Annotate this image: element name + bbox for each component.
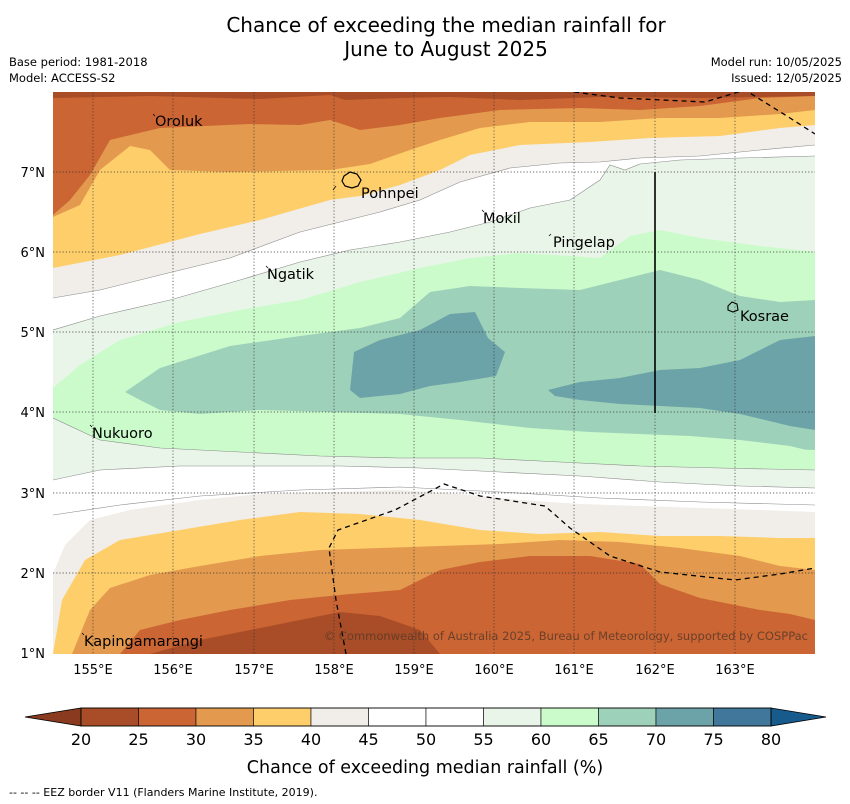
lon-label-159e: 159°E [394,663,434,678]
lat-label-1n: 1°N [21,647,46,662]
lon-label-160e: 160°E [474,663,514,678]
lon-label-162e: 162°E [635,663,675,678]
colorbar-label: Chance of exceeding median rainfall (%) [247,758,603,778]
kosrae-island-icon [727,301,739,313]
band-20-25-south [150,612,440,654]
longitude-labels: 155°E 156°E 157°E 158°E 159°E 160°E 161°… [73,663,755,678]
colorbar-tick-label: 50 [416,730,436,749]
place-label-mokil: Mokil [483,211,521,227]
lon-label-156e: 156°E [153,663,193,678]
colorbar-segment [195,707,254,727]
band-70-75 [350,312,505,398]
colorbar-low-extend [24,707,82,727]
colorbar: 20 25 30 35 40 45 50 55 60 65 70 75 80 Chance of exc… [24,707,827,778]
colorbar-segments [80,707,772,727]
colorbar-tick-label: 80 [761,730,781,749]
colorbar-tick-label: 45 [358,730,378,749]
colorbar-tick-label: 25 [128,730,148,749]
colorbar-tick-label: 30 [186,730,206,749]
place-label-pingelap: Pingelap [553,235,615,251]
map-title: Chance of exceeding the median rainfall … [0,13,850,61]
lon-label-161e: 161°E [554,663,594,678]
eez-border [328,92,815,654]
base-period-text: Base period: 1981-2018 [9,55,148,69]
place-label-nukuoro: Nukuoro [92,426,153,442]
colorbar-high-extend [770,707,827,727]
lon-label-155e: 155°E [73,663,113,678]
latitude-labels: 7°N 6°N 5°N 4°N 3°N 2°N 1°N [21,166,46,662]
colorbar-segment [540,707,599,727]
model-text: Model: ACCESS-S2 [9,71,116,85]
copyright-text: © Commonwealth of Australia 2025, Bureau… [324,629,808,643]
place-tick-marks [81,113,552,636]
title-line-1: Chance of exceeding the median rainfall … [226,13,666,37]
colorbar-tick-label: 35 [243,730,263,749]
colorbar-tick-label: 40 [301,730,321,749]
colorbar-segment [138,707,197,727]
colorbar-tick-label: 70 [646,730,666,749]
colorbar-segment [368,707,427,727]
footer-note: -- -- -- EEZ border V11 (Flanders Marine… [9,786,318,799]
lat-label-2n: 2°N [21,567,46,582]
colorbar-segment [425,707,484,727]
lat-label-7n: 7°N [21,166,46,181]
colorbar-tick-label: 55 [473,730,493,749]
place-labels: Oroluk Pohnpei Mokil Pingelap Ngatik Kos… [84,114,789,650]
lat-label-4n: 4°N [21,406,46,421]
place-label-kapingamarangi: Kapingamarangi [84,634,203,650]
pohnpei-island-icon [341,171,362,189]
place-label-ngatik: Ngatik [267,267,315,283]
lon-label-157e: 157°E [234,663,274,678]
lon-label-158e: 158°E [314,663,354,678]
colorbar-segment [713,707,772,727]
lat-label-3n: 3°N [21,487,46,502]
colorbar-tick-label: 60 [531,730,551,749]
colorbar-segment [253,707,312,727]
colorbar-segment [310,707,369,727]
colorbar-segment [483,707,542,727]
colorbar-tick-label: 75 [703,730,723,749]
issued-text: Issued: 12/05/2025 [731,71,842,85]
rainfall-probability-field: Oroluk Pohnpei Mokil Pingelap Ngatik Kos… [53,92,815,654]
colorbar-segment [655,707,714,727]
colorbar-segment [80,707,139,727]
place-label-oroluk: Oroluk [155,114,203,130]
meta-left: Base period: 1981-2018 Model: ACCESS-S2 [9,54,148,86]
lat-label-5n: 5°N [21,326,46,341]
contour-lines [53,144,815,516]
lon-label-163e: 163°E [715,663,755,678]
colorbar-tick-label: 65 [588,730,608,749]
colorbar-segment [598,707,657,727]
colorbar-tick-labels: 20 25 30 35 40 45 50 55 60 65 70 75 80 [71,730,781,749]
lat-label-6n: 6°N [21,246,46,261]
model-run-text: Model run: 10/05/2025 [710,55,842,69]
place-label-kosrae: Kosrae [740,309,789,325]
band-70-75-east [548,336,815,430]
title-line-2: June to August 2025 [344,37,548,61]
place-label-pohnpei: Pohnpei [361,186,419,202]
colorbar-tick-label: 20 [71,730,91,749]
meta-right: Model run: 10/05/2025 Issued: 12/05/2025 [711,54,842,86]
